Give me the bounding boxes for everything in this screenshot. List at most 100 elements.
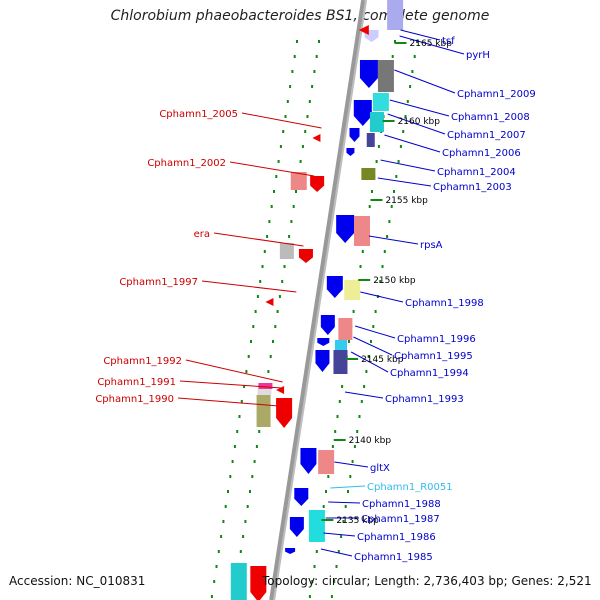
track-dot — [299, 160, 302, 163]
gene-label-right: Cphamn1_R0051 — [367, 482, 453, 493]
track-dot — [331, 445, 334, 448]
track-dot — [337, 550, 340, 553]
dotted-track-0 — [210, 40, 298, 598]
track-dot — [379, 280, 382, 283]
track-dot — [374, 310, 377, 313]
gene-block-right-6 — [344, 280, 361, 300]
track-dot — [224, 505, 227, 508]
gene-label-left: Cphamn1_1997 — [119, 277, 198, 288]
track-dot — [394, 40, 396, 43]
track-dot — [276, 310, 279, 313]
track-dot — [284, 115, 287, 118]
track-dot — [315, 55, 318, 58]
gene-block-left-6 — [256, 395, 271, 427]
leader-right — [330, 485, 366, 489]
track-dot — [371, 190, 373, 193]
small-gene-left-0 — [358, 25, 369, 35]
gene-block-left-8 — [230, 563, 247, 600]
track-dot — [239, 550, 242, 553]
backbone-light — [273, 0, 368, 600]
track-dot — [372, 325, 375, 328]
track-dot — [313, 565, 316, 568]
track-dot — [397, 160, 400, 163]
leader-right — [344, 391, 384, 399]
track-dot — [215, 565, 218, 568]
track-dot — [254, 310, 257, 313]
gene-block-left-4 — [258, 383, 273, 389]
track-dot — [340, 535, 343, 538]
gene-label-right: Cphamn1_2006 — [442, 148, 521, 159]
track-dot — [267, 370, 270, 373]
track-dot — [325, 490, 327, 493]
track-dot — [383, 250, 386, 253]
track-dot — [283, 265, 286, 268]
leader-layer — [177, 29, 465, 557]
track-dot — [256, 295, 259, 298]
track-dot — [399, 145, 402, 148]
scale-tick-label: 2140 kbp — [349, 436, 392, 446]
track-dot — [236, 430, 239, 433]
track-dot — [288, 235, 291, 238]
track-dot — [269, 355, 272, 358]
gene-block-left-5 — [257, 389, 272, 395]
gene-block-left-0 — [290, 172, 307, 190]
gene-block-right-7 — [338, 318, 353, 340]
track-dot — [368, 205, 371, 208]
gene-block-right-0 — [377, 60, 394, 92]
gene-label-left: Cphamn1_2005 — [159, 109, 238, 120]
gene-arrow-left-9 — [250, 566, 267, 600]
track-dot — [258, 430, 261, 433]
track-dot — [360, 400, 363, 403]
gene-block-right-4 — [361, 168, 376, 180]
track-dot — [268, 220, 271, 223]
track-dot — [308, 100, 311, 103]
track-dot — [252, 325, 255, 328]
track-dot — [377, 145, 380, 148]
leader-left — [241, 112, 322, 129]
leader-right — [377, 177, 432, 187]
track-dot — [293, 55, 296, 58]
track-dot — [367, 355, 370, 358]
leader-right — [320, 548, 353, 557]
track-dot — [227, 490, 229, 493]
track-dot — [313, 70, 316, 73]
leader-right — [328, 501, 361, 504]
gene-arrow-right-11 — [294, 488, 309, 506]
track-dot — [402, 130, 405, 133]
leader-right — [384, 134, 441, 153]
track-dot — [333, 580, 336, 583]
gene-arrow-left-7 — [276, 398, 293, 428]
gene-label-right: Cphamn1_2007 — [447, 130, 526, 141]
track-dot — [416, 40, 418, 43]
leader-left — [177, 397, 279, 407]
track-dot — [275, 175, 278, 178]
gene-arrow-right-10 — [300, 448, 317, 474]
track-dot — [270, 205, 273, 208]
track-dot — [296, 40, 298, 43]
leader-right — [334, 461, 369, 468]
track-dot — [279, 145, 282, 148]
gene-layer — [230, 0, 404, 600]
gene-block-right-9 — [333, 350, 348, 374]
track-dot — [233, 445, 236, 448]
gene-arrow-right-12 — [289, 517, 304, 537]
track-dot — [356, 430, 359, 433]
gene-label-right: Cphamn1_1985 — [354, 552, 433, 563]
track-dot — [404, 115, 407, 118]
gene-arrow-right-2 — [353, 100, 372, 126]
gene-label-right: Cphamn1_1986 — [357, 532, 436, 543]
leader-right — [387, 113, 446, 135]
track-dot — [361, 250, 364, 253]
track-dot — [386, 235, 389, 238]
gene-label-right: pyrH — [466, 50, 490, 61]
leader-right — [350, 351, 389, 373]
gene-block-right-12 — [387, 0, 404, 30]
backbone-layer — [269, 0, 368, 600]
track-dot — [217, 550, 220, 553]
gene-label-right: Cphamn1_1998 — [405, 298, 484, 309]
scale-tick-label: 2145 kbp — [361, 355, 404, 365]
gene-label-left: Cphamn1_2002 — [147, 158, 226, 169]
track-dot — [213, 580, 216, 583]
track-dot — [304, 130, 307, 133]
